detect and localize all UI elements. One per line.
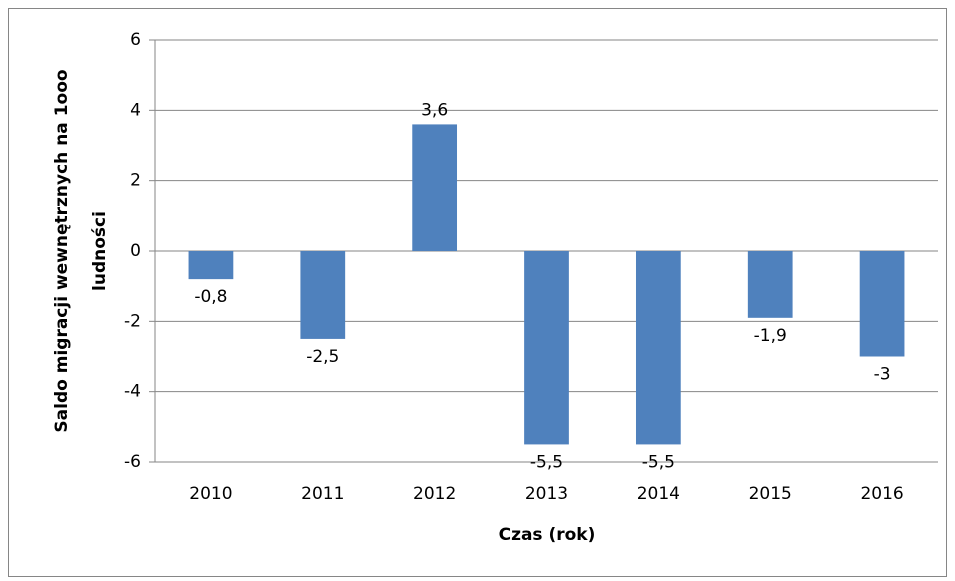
value-label: -2,5 xyxy=(306,347,339,367)
value-label: 3,6 xyxy=(421,100,448,120)
x-tick-label: 2014 xyxy=(637,484,680,504)
bar xyxy=(635,251,681,445)
y-tick-label: -6 xyxy=(124,452,141,472)
y-tick-label: -2 xyxy=(124,311,141,331)
y-axis-title: ludności xyxy=(90,211,110,291)
bar xyxy=(188,251,234,280)
x-axis-title: Czas (rok) xyxy=(499,525,596,545)
y-tick-label: 6 xyxy=(130,30,141,50)
bar xyxy=(524,251,569,445)
x-tick-label: 2010 xyxy=(189,484,232,504)
x-tick-label: 2012 xyxy=(413,484,456,504)
x-tick-label: 2013 xyxy=(525,484,568,504)
value-label: -5,5 xyxy=(642,452,675,472)
y-tick-label: 0 xyxy=(130,241,141,261)
value-label: -3 xyxy=(874,365,891,385)
value-label: -5,5 xyxy=(530,452,563,472)
y-tick-label: 2 xyxy=(130,171,141,191)
bar xyxy=(859,251,905,357)
bar xyxy=(747,251,793,318)
chart-frame xyxy=(8,8,947,577)
y-tick-label: 4 xyxy=(130,100,141,120)
x-tick-label: 2016 xyxy=(860,484,903,504)
x-tick-label: 2015 xyxy=(749,484,792,504)
y-tick-label: -4 xyxy=(124,382,141,402)
bar xyxy=(412,124,458,251)
x-tick-label: 2011 xyxy=(301,484,344,504)
bar xyxy=(300,251,346,339)
y-axis-title: Saldo migracji wewnętrznych na 1ooo xyxy=(52,69,72,432)
value-label: -1,9 xyxy=(754,326,787,346)
value-label: -0,8 xyxy=(194,287,227,307)
